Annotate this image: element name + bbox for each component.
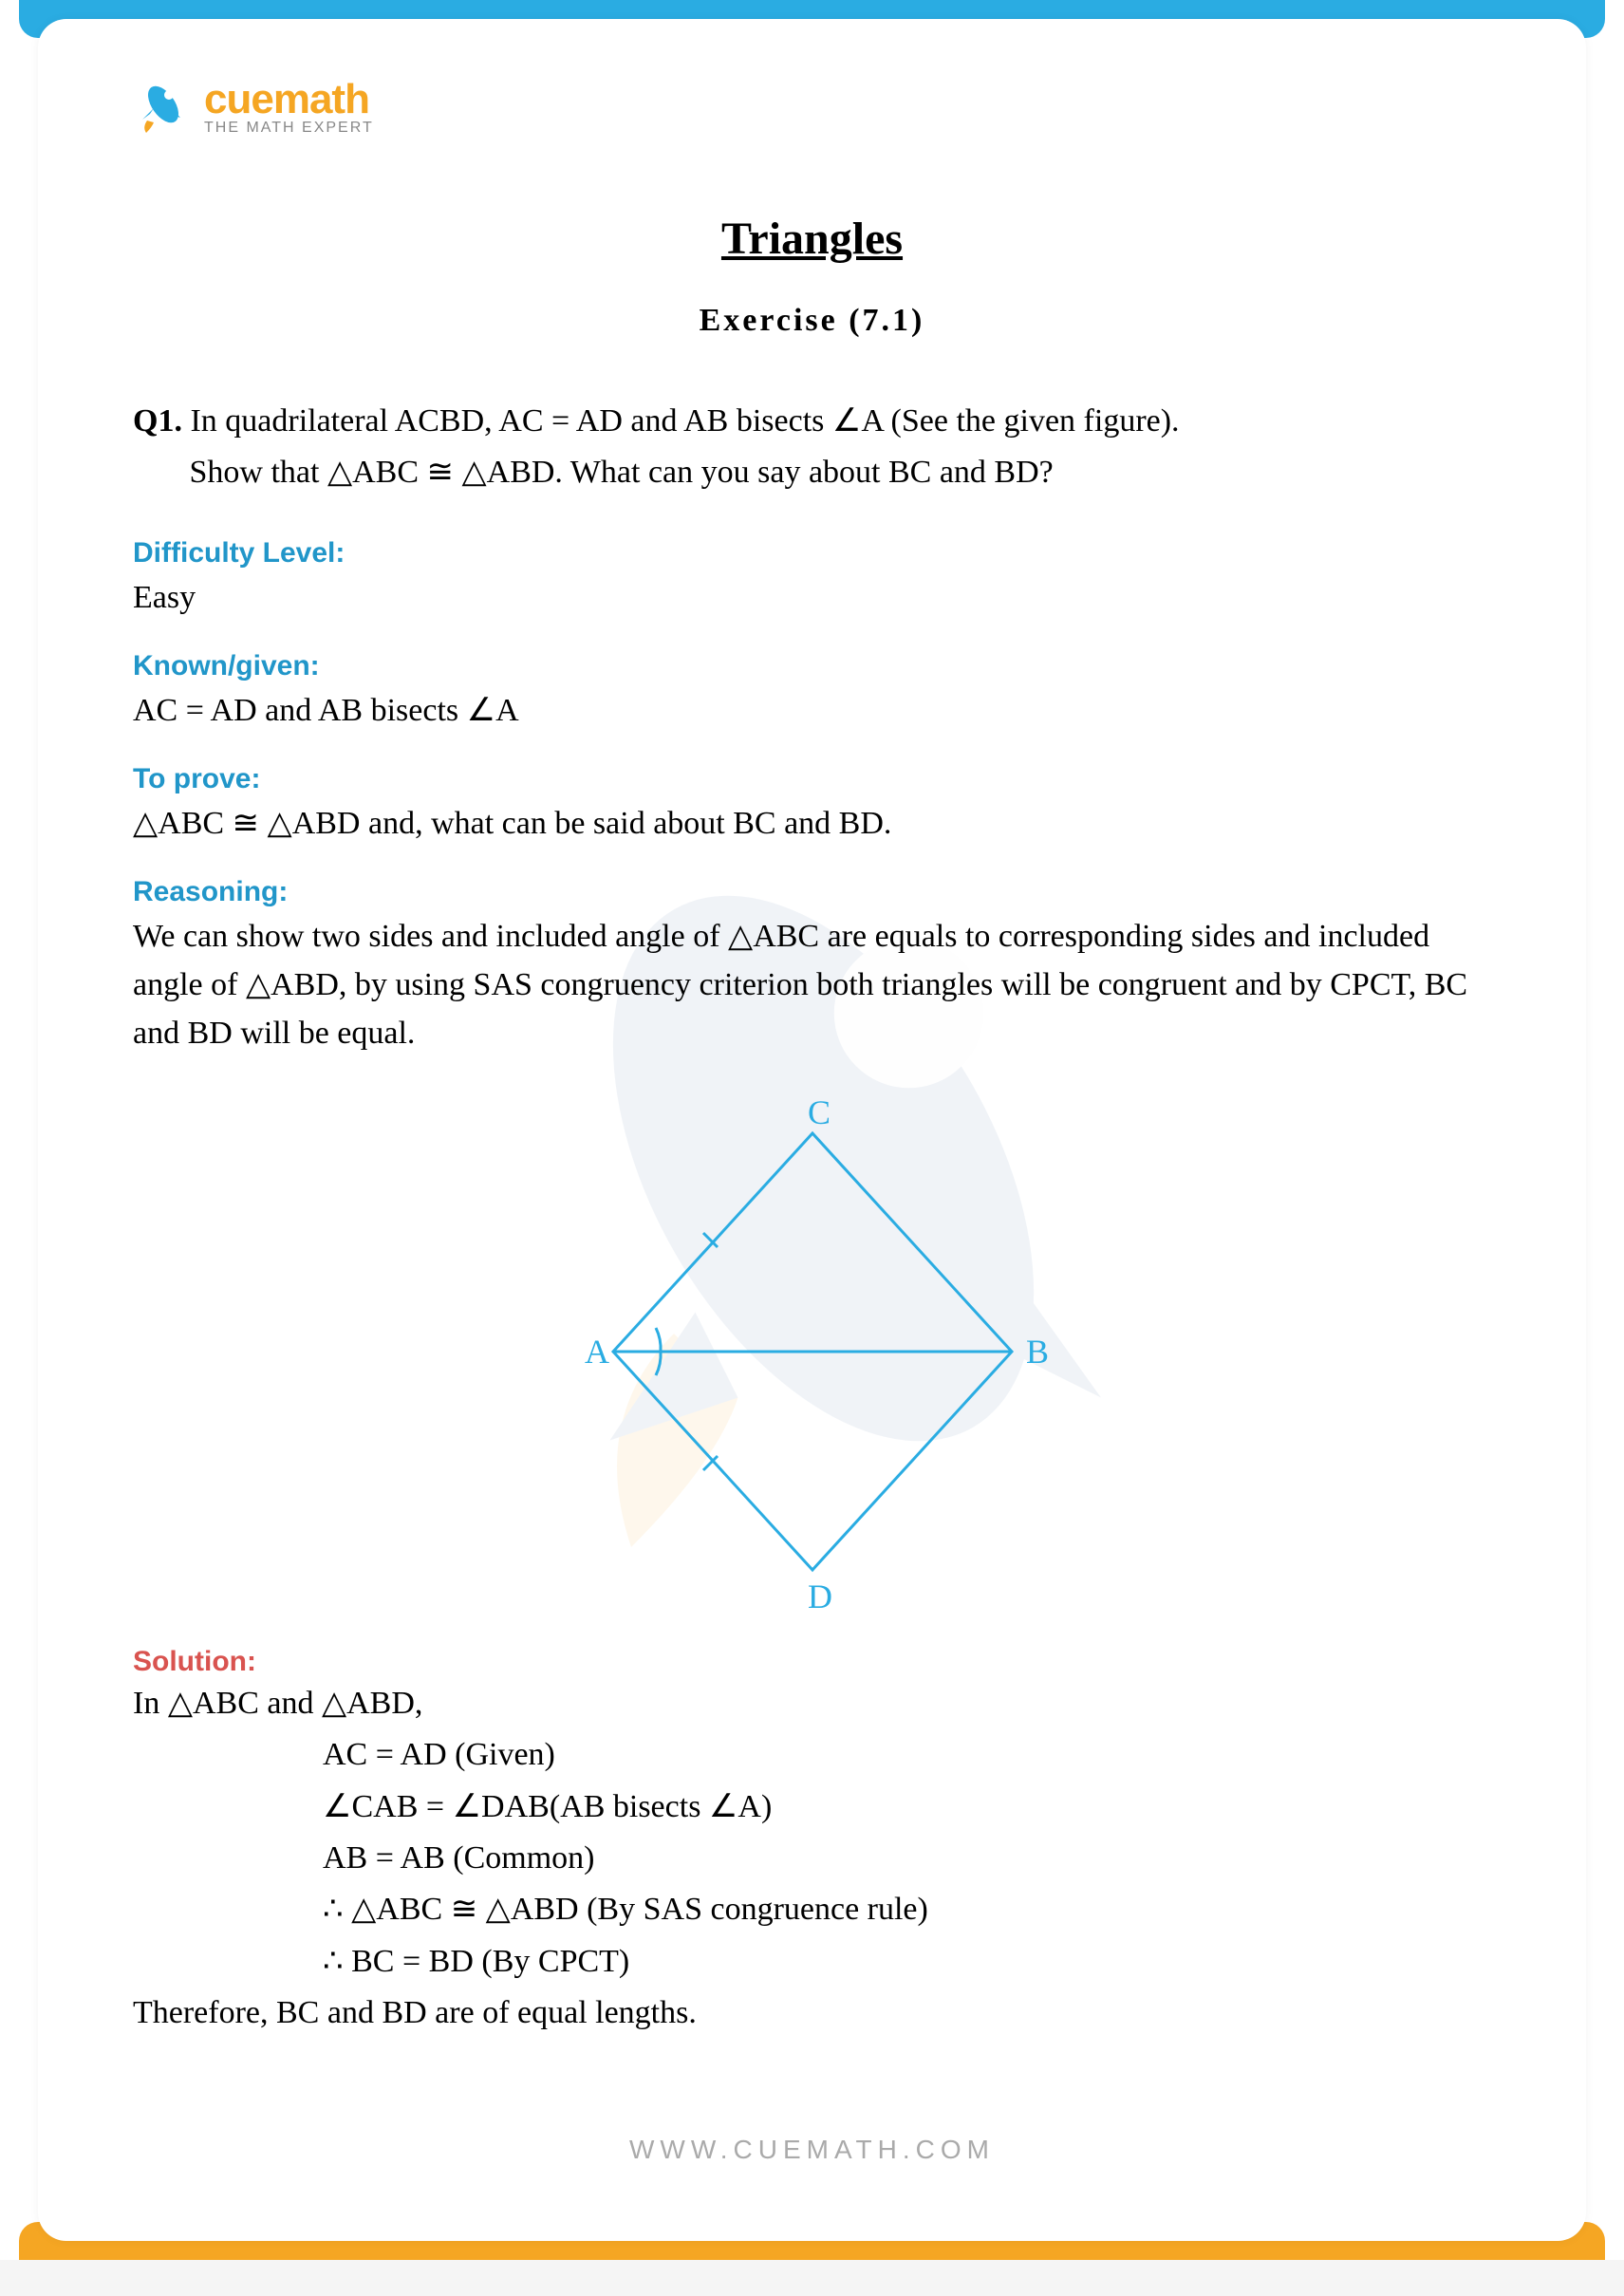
question-line2: Show that △ABC ≅ △ABD. What can you say …	[190, 455, 1054, 490]
document-page: cuemath THE MATH EXPERT Triangles Exerci…	[38, 19, 1586, 2241]
exercise-label: Exercise (7.1)	[133, 303, 1491, 339]
known-label: Known/given:	[133, 650, 1491, 682]
solution-step: AB = AB (Common)	[323, 1833, 1491, 1884]
solution-body: In △ABC and △ABD, AC = AD (Given) ∠CAB =…	[133, 1678, 1491, 2040]
toprove-value: △ABC ≅ △ABD and, what can be said about …	[133, 799, 1491, 848]
vertex-d: D	[808, 1577, 832, 1615]
footer-url: WWW.CUEMATH.COM	[133, 2135, 1491, 2165]
solution-intro: In △ABC and △ABD,	[133, 1678, 1491, 1729]
known-value: AC = AD and AB bisects ∠A	[133, 686, 1491, 735]
question-line1: In quadrilateral ACBD, AC = AD and AB bi…	[190, 403, 1179, 439]
brand-logo: cuemath THE MATH EXPERT	[133, 76, 1491, 137]
question-block: Q1. In quadrilateral ACBD, AC = AD and A…	[133, 396, 1491, 499]
page-container: cuemath THE MATH EXPERT Triangles Exerci…	[0, 0, 1624, 2260]
brand-tagline: THE MATH EXPERT	[204, 120, 374, 137]
solution-step: ∠CAB = ∠DAB(AB bisects ∠A)	[323, 1782, 1491, 1833]
geometry-diagram: C A B D	[133, 1086, 1491, 1617]
vertex-a: A	[585, 1333, 609, 1371]
difficulty-label: Difficulty Level:	[133, 537, 1491, 569]
page-title: Triangles	[133, 213, 1491, 265]
rocket-icon	[133, 78, 190, 135]
solution-step: AC = AD (Given)	[323, 1729, 1491, 1781]
vertex-c: C	[808, 1093, 831, 1131]
reasoning-value: We can show two sides and included angle…	[133, 912, 1491, 1057]
reasoning-label: Reasoning:	[133, 876, 1491, 908]
toprove-label: To prove:	[133, 763, 1491, 795]
solution-step: ∴ △ABC ≅ △ABD (By SAS congruence rule)	[323, 1884, 1491, 1935]
solution-step: ∴ BC = BD (By CPCT)	[323, 1936, 1491, 1988]
solution-label: Solution:	[133, 1646, 1491, 1678]
brand-name: cuemath	[204, 76, 374, 123]
question-number: Q1.	[133, 403, 182, 439]
solution-conclusion: Therefore, BC and BD are of equal length…	[133, 1988, 1491, 2039]
difficulty-value: Easy	[133, 573, 1491, 622]
vertex-b: B	[1026, 1333, 1049, 1371]
